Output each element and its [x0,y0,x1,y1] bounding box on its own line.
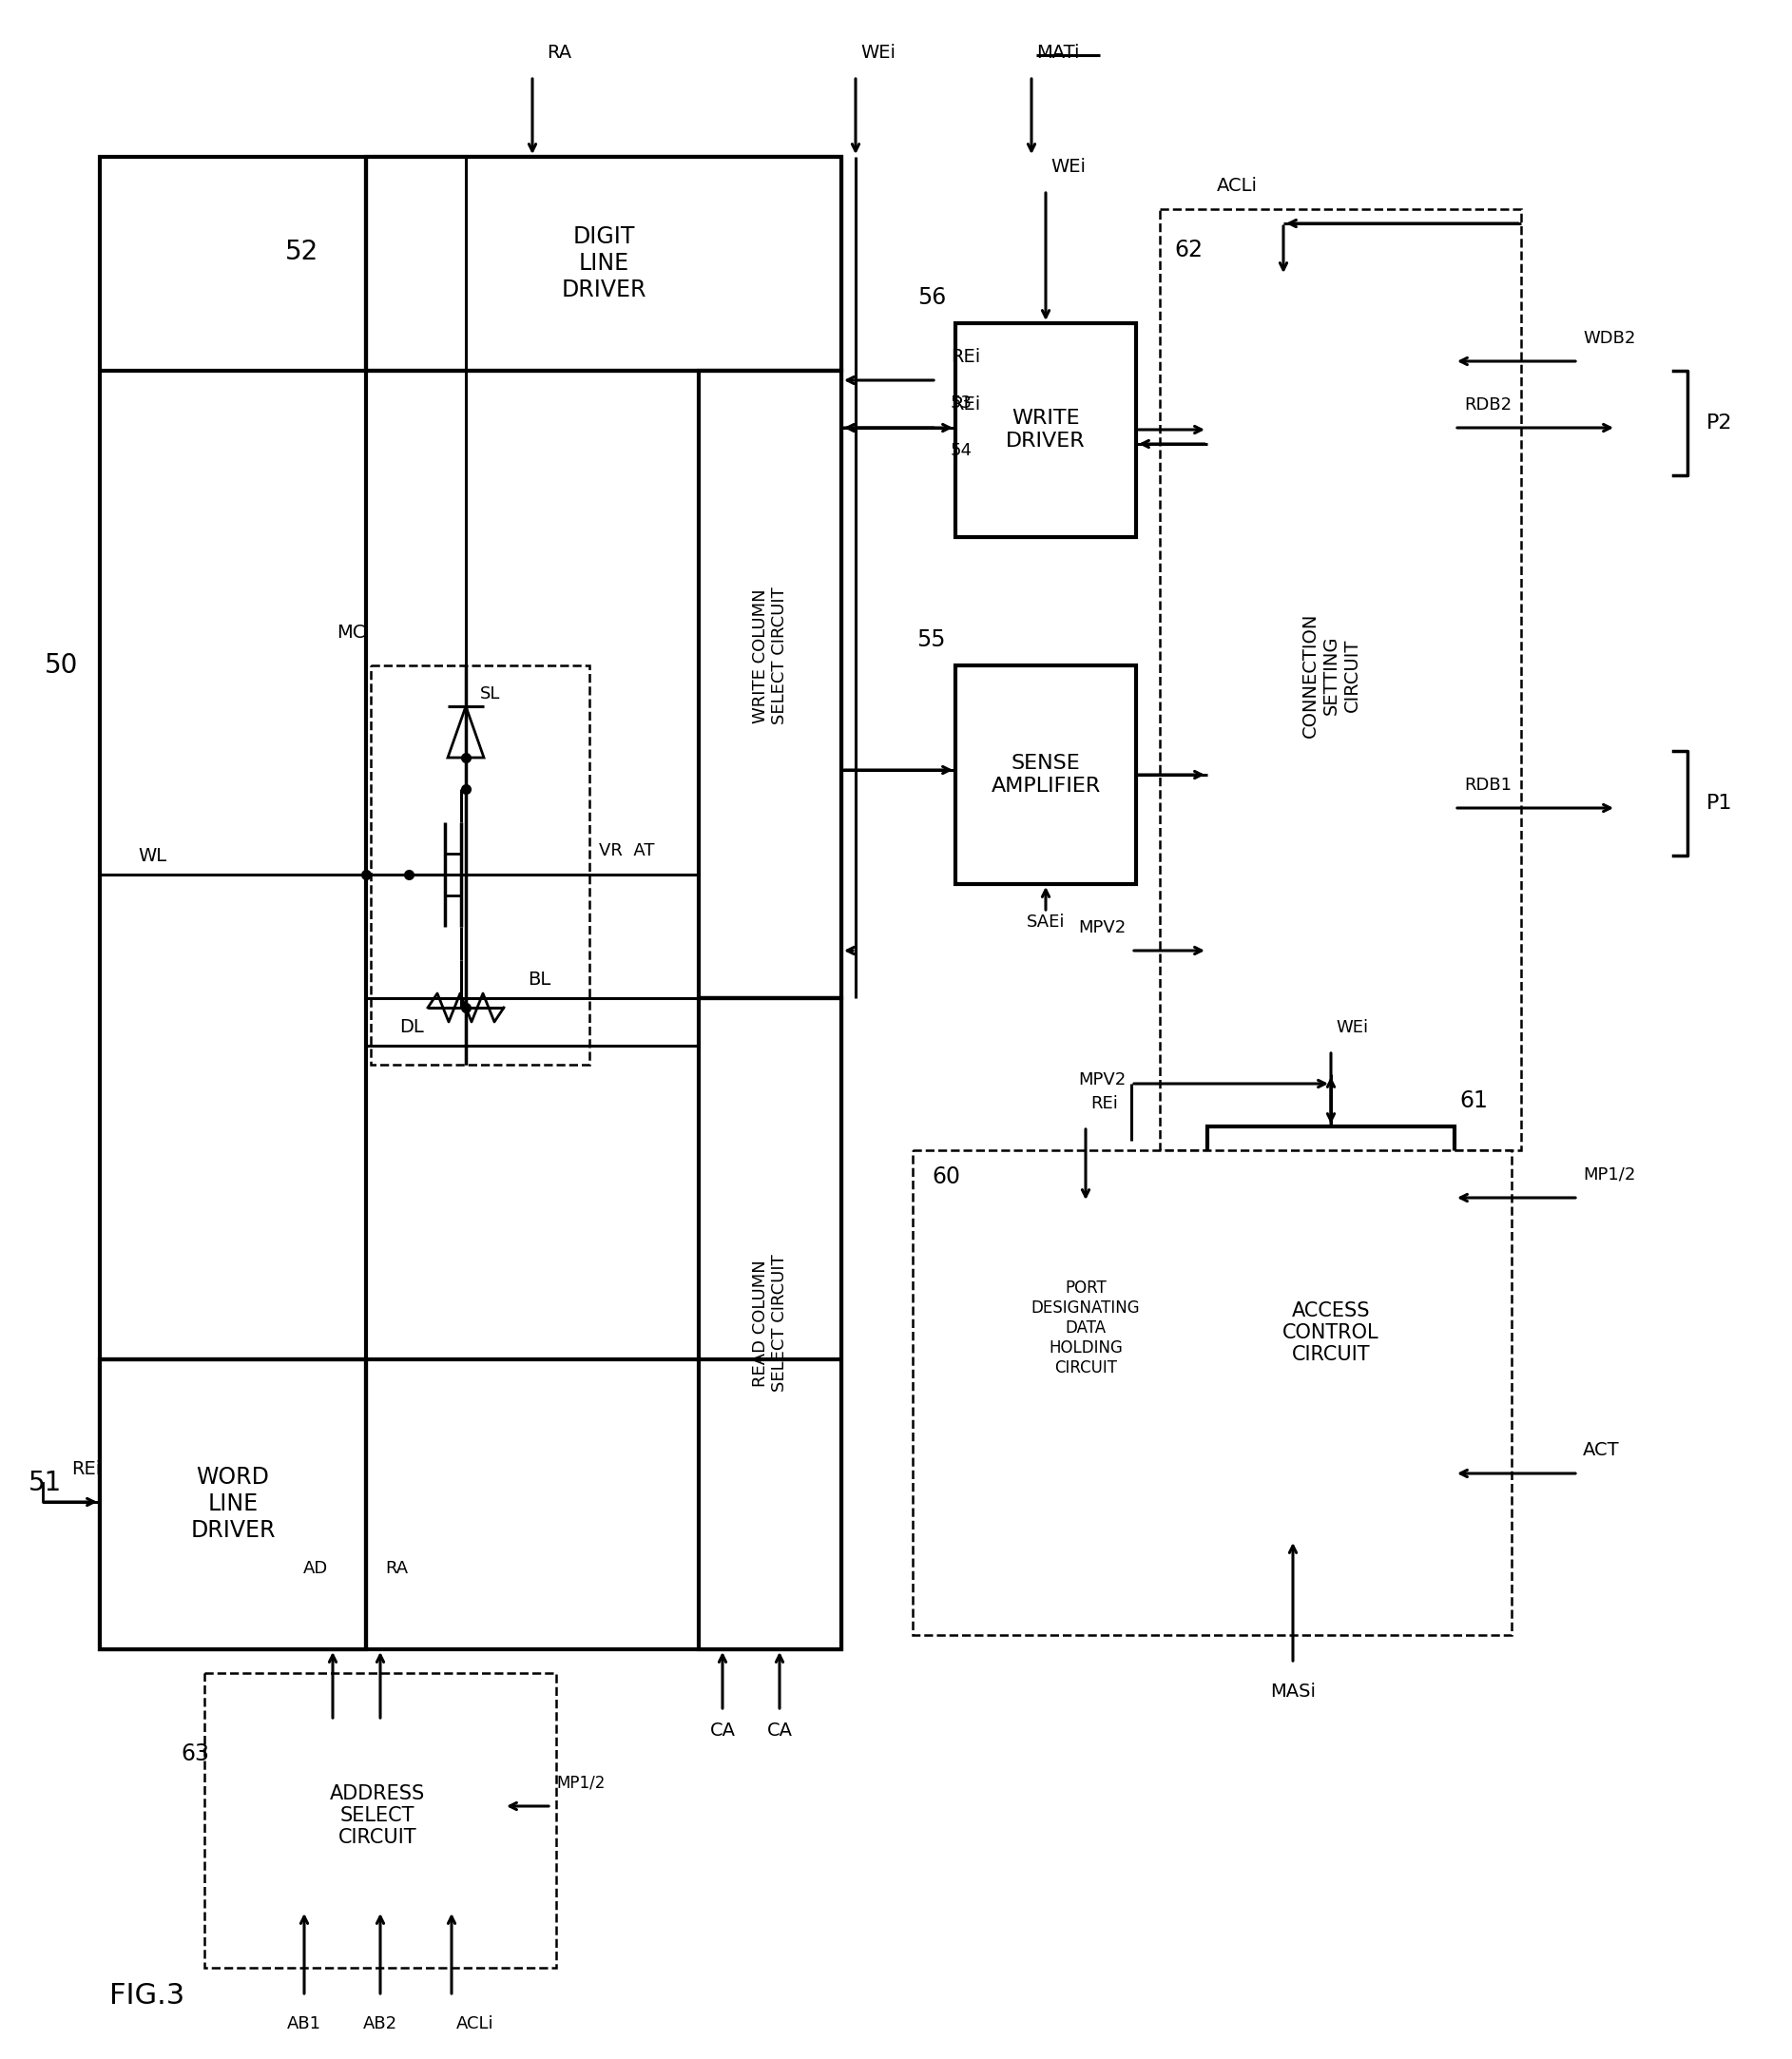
Bar [912,1151,1512,1635]
Text: WRITE COLUMN
SELECT CIRCUIT: WRITE COLUMN SELECT CIRCUIT [751,587,788,725]
Text: MP1/2: MP1/2 [556,1775,606,1791]
Text: AD: AD [303,1561,328,1577]
Text: WL: WL [138,846,167,865]
Bar [699,371,840,999]
Text: WORD
LINE
DRIVER: WORD LINE DRIVER [190,1466,276,1542]
Text: FIG.3: FIG.3 [109,1983,185,2010]
Text: BL: BL [527,970,550,988]
Text: DL: DL [400,1017,423,1036]
Text: ADDRESS
SELECT
CIRCUIT: ADDRESS SELECT CIRCUIT [330,1783,425,1847]
Text: P2: P2 [1706,414,1733,432]
Text: ACLi: ACLi [1217,177,1258,196]
Bar [253,1721,504,1911]
Text: RA: RA [547,43,572,62]
Text: 60: 60 [932,1165,961,1188]
Text: ACT: ACT [1582,1441,1620,1460]
Text: REi: REi [1090,1095,1118,1112]
Text: MASi: MASi [1271,1682,1315,1701]
Bar [371,665,590,1065]
Text: WRITE
DRIVER: WRITE DRIVER [1005,410,1086,451]
Bar [955,665,1136,883]
Text: READ COLUMN
SELECT CIRCUIT: READ COLUMN SELECT CIRCUIT [751,1254,788,1392]
Text: 56: 56 [918,286,946,309]
Text: WEi: WEi [1050,159,1086,175]
Text: RA: RA [385,1561,409,1577]
Bar [100,1359,366,1649]
Text: SAEi: SAEi [1027,914,1064,931]
Text: PORT
DESIGNATING
DATA
HOLDING
CIRCUIT: PORT DESIGNATING DATA HOLDING CIRCUIT [1030,1281,1140,1375]
Text: 62: 62 [1174,239,1202,261]
Bar [204,1674,556,1968]
Text: ACLi: ACLi [457,2016,495,2032]
Text: CONNECTION
SETTING
CIRCUIT: CONNECTION SETTING CIRCUIT [1301,612,1360,737]
Bar [366,156,840,371]
Text: AB2: AB2 [364,2016,398,2032]
Text: REi: REi [72,1460,100,1478]
Text: MC: MC [337,624,366,642]
Text: 51: 51 [29,1470,61,1497]
Bar [1208,1126,1455,1540]
Text: RDB1: RDB1 [1464,776,1512,795]
Text: 54: 54 [952,443,973,459]
Bar [955,323,1136,537]
Text: REi: REi [952,395,980,414]
Bar [964,1202,1208,1454]
Bar [699,999,840,1649]
Text: 63: 63 [181,1742,210,1765]
Text: MATi: MATi [1036,43,1079,62]
Bar [1208,276,1455,1075]
Text: REi: REi [952,348,980,367]
Text: WEi: WEi [860,43,896,62]
Text: MP1/2: MP1/2 [1582,1165,1636,1184]
Text: WEi: WEi [1335,1019,1367,1036]
Bar [1159,210,1521,1151]
Text: P1: P1 [1706,795,1733,813]
Bar [100,156,840,1649]
Text: 53: 53 [952,395,973,412]
Text: WDB2: WDB2 [1582,329,1636,348]
Text: 61: 61 [1459,1089,1487,1112]
Text: SL: SL [480,686,500,702]
Text: CA: CA [767,1721,792,1740]
Text: VR  AT: VR AT [599,842,654,859]
Text: AB1: AB1 [287,2016,321,2032]
Text: 52: 52 [285,239,319,266]
Text: MPV2: MPV2 [1079,1071,1127,1089]
Text: 50: 50 [45,653,79,679]
Text: DIGIT
LINE
DRIVER: DIGIT LINE DRIVER [561,226,647,301]
Text: MPV2: MPV2 [1079,918,1127,937]
Text: CA: CA [710,1721,735,1740]
Text: RDB2: RDB2 [1464,397,1512,414]
Text: SENSE
AMPLIFIER: SENSE AMPLIFIER [991,754,1100,795]
Text: ACCESS
CONTROL
CIRCUIT: ACCESS CONTROL CIRCUIT [1283,1301,1380,1365]
Text: 55: 55 [918,628,946,651]
